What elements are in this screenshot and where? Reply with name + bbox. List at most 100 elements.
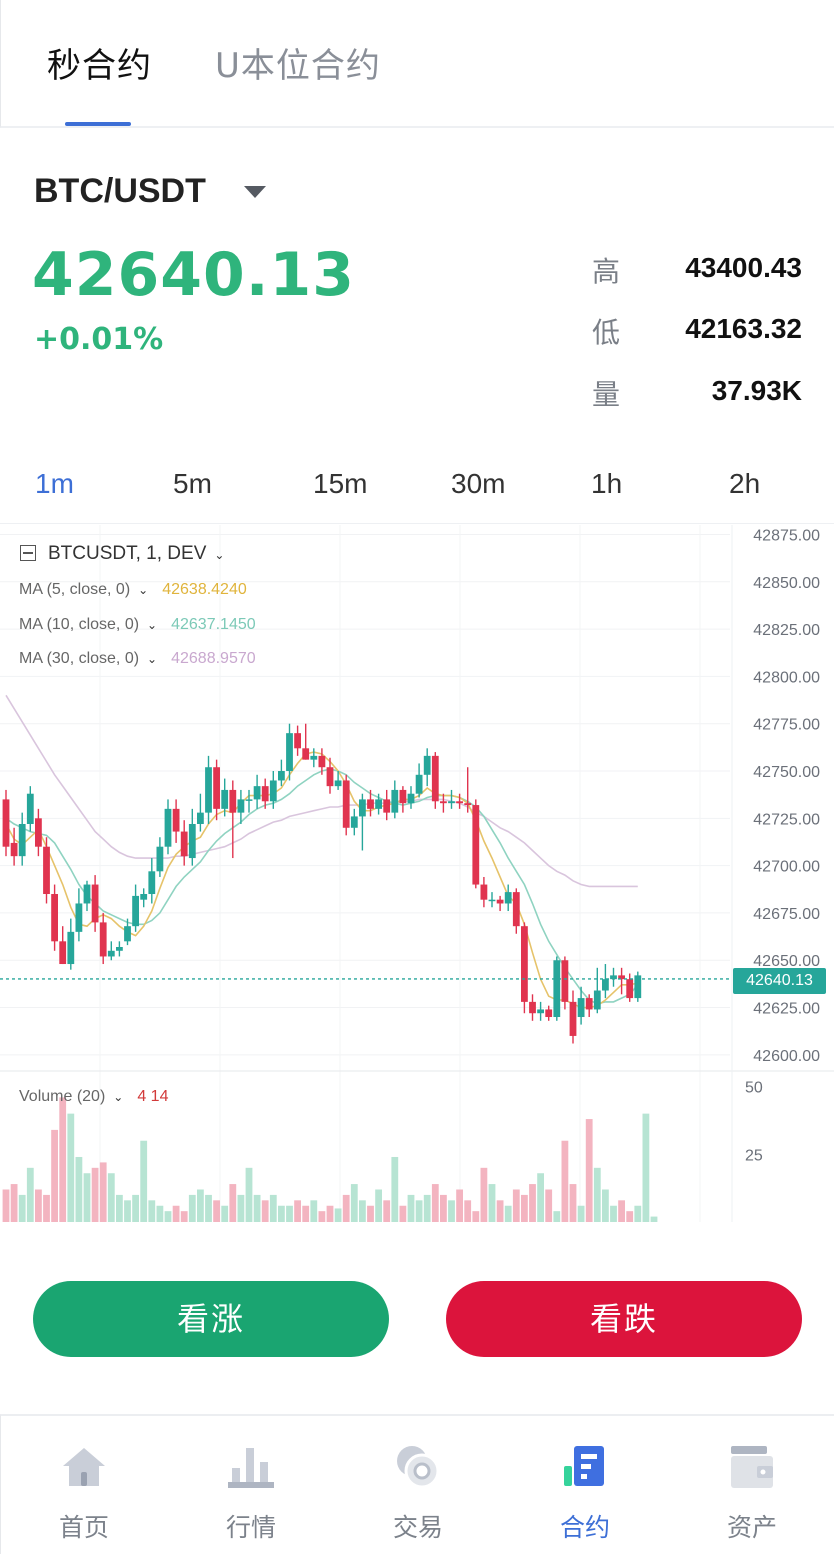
- volume-bar: [91, 1167, 99, 1222]
- candle-body: [350, 816, 358, 828]
- caret-down-icon[interactable]: [244, 186, 266, 198]
- nav-home-label: 首页: [58, 1513, 109, 1542]
- candle-body: [75, 903, 83, 932]
- nav-contract[interactable]: 合约: [502, 1416, 668, 1554]
- volume-indicator-value: 4 14: [137, 1088, 169, 1105]
- price-axis-tick: 42650.00: [753, 953, 820, 970]
- price-axis-tick: 42750.00: [753, 764, 820, 781]
- candle-body: [294, 733, 301, 749]
- chevron-down-icon[interactable]: ⌄: [138, 583, 149, 597]
- volume-bar: [391, 1156, 399, 1222]
- volume-bar: [278, 1205, 285, 1222]
- nav-assets[interactable]: 资产: [669, 1416, 834, 1554]
- price-axis-tick: 42675.00: [753, 906, 820, 923]
- volume-bar: [221, 1205, 229, 1222]
- candlestick-chart[interactable]: 42875.00 42850.00 42825.00 42800.00 42775.00…: [0, 525, 834, 1225]
- price-axis-tick: 42625.00: [753, 1001, 820, 1018]
- volume-axis-tick: 50: [745, 1080, 763, 1097]
- price-axis-tick: 42775.00: [753, 717, 820, 734]
- volume-bar: [342, 1194, 350, 1222]
- volume-bar: [456, 1189, 463, 1222]
- candle-body: [359, 799, 366, 817]
- nav-trade-label: 交易: [392, 1513, 443, 1542]
- candle-body: [229, 789, 237, 813]
- buy-up-button[interactable]: 看涨: [33, 1281, 389, 1357]
- volume-bar: [245, 1167, 253, 1222]
- candle-body: [561, 960, 569, 1002]
- volume-bar: [537, 1173, 544, 1222]
- chevron-down-icon[interactable]: ⌄: [113, 1090, 124, 1104]
- interval-1h[interactable]: 1h: [591, 468, 623, 499]
- candle-body: [488, 899, 496, 902]
- candle-body: [213, 767, 220, 809]
- candle-body: [99, 922, 107, 957]
- nav-home[interactable]: 首页: [1, 1416, 167, 1554]
- candle-body: [107, 950, 115, 957]
- volume-bar: [2, 1189, 10, 1222]
- nav-contract-label: 合约: [559, 1513, 610, 1542]
- candle-body: [245, 799, 253, 801]
- interval-2h[interactable]: 2h: [729, 468, 761, 499]
- volume-label: 量: [592, 378, 621, 411]
- volume-value: 37.93K: [711, 375, 802, 406]
- volume-bar: [140, 1140, 148, 1222]
- volume-bar: [180, 1211, 188, 1222]
- volume-bar: [585, 1119, 593, 1222]
- candle-body: [172, 808, 180, 832]
- price-axis-tick: 42600.00: [753, 1048, 820, 1065]
- tab-usdt-margined-contract[interactable]: U本位合约: [215, 46, 381, 86]
- candle-body: [35, 818, 42, 847]
- interval-15m[interactable]: 15m: [313, 468, 368, 499]
- volume-bar: [610, 1205, 617, 1222]
- chevron-down-icon[interactable]: ⌄: [214, 548, 225, 562]
- candle-body: [423, 755, 431, 775]
- ma30-legend[interactable]: MA (30, close, 0) ⌄ 42688.9570: [19, 650, 256, 668]
- chevron-down-icon[interactable]: ⌄: [147, 618, 158, 632]
- volume-legend[interactable]: Volume (20) ⌄ 4 14: [19, 1088, 168, 1106]
- tab-second-contract[interactable]: 秒合约: [47, 46, 152, 86]
- nav-market[interactable]: 行情: [168, 1416, 334, 1554]
- candle-body: [431, 755, 439, 802]
- candle-body: [375, 799, 382, 809]
- chart-symbol-label: BTCUSDT, 1, DEV: [48, 543, 207, 564]
- candle-body: [545, 1009, 553, 1018]
- volume-bar: [440, 1194, 447, 1222]
- candle-body: [391, 789, 399, 813]
- trading-pair-selector[interactable]: BTC/USDT: [34, 172, 206, 210]
- candle-body: [59, 941, 67, 965]
- candle-body: [269, 780, 277, 802]
- chart-symbol-legend[interactable]: BTCUSDT, 1, DEV ⌄: [20, 543, 224, 565]
- volume-bar: [172, 1205, 180, 1222]
- volume-bar: [375, 1189, 382, 1222]
- nav-trade[interactable]: 交易: [335, 1416, 501, 1554]
- volume-stat: 量 37.93K: [592, 373, 802, 413]
- ma5-legend[interactable]: MA (5, close, 0) ⌄ 42638.4240: [19, 581, 247, 599]
- ma5-value: 42638.4240: [162, 581, 247, 598]
- candle-body: [585, 998, 593, 1010]
- volume-bar: [472, 1211, 480, 1222]
- collapse-legend-icon[interactable]: [20, 545, 36, 561]
- volume-bar: [148, 1200, 156, 1222]
- volume-bar: [504, 1205, 512, 1222]
- volume-bar: [545, 1189, 553, 1222]
- price-change-percent: +0.01%: [34, 322, 164, 357]
- volume-bar: [156, 1205, 164, 1222]
- bottom-navigation: 首页 行情 交易 合约: [0, 1414, 834, 1554]
- buy-down-button[interactable]: 看跌: [446, 1281, 802, 1357]
- candle-body: [188, 823, 196, 859]
- interval-30m[interactable]: 30m: [451, 468, 506, 499]
- chart-canvas[interactable]: 42875.00 42850.00 42825.00 42800.00 42775.00…: [0, 525, 834, 1225]
- volume-bar: [132, 1194, 139, 1222]
- price-axis-tick: 42850.00: [753, 575, 820, 592]
- chevron-down-icon[interactable]: ⌄: [147, 652, 158, 666]
- interval-1m[interactable]: 1m: [35, 468, 74, 499]
- volume-bar: [99, 1162, 107, 1222]
- candle-body: [10, 842, 18, 857]
- candle-body: [261, 786, 269, 802]
- candle-body: [83, 884, 91, 904]
- ma10-legend[interactable]: MA (10, close, 0) ⌄ 42637.1450: [19, 616, 256, 634]
- volume-bar: [205, 1194, 212, 1222]
- candle-body: [634, 975, 642, 999]
- interval-5m[interactable]: 5m: [173, 468, 212, 499]
- candle-body: [618, 975, 625, 980]
